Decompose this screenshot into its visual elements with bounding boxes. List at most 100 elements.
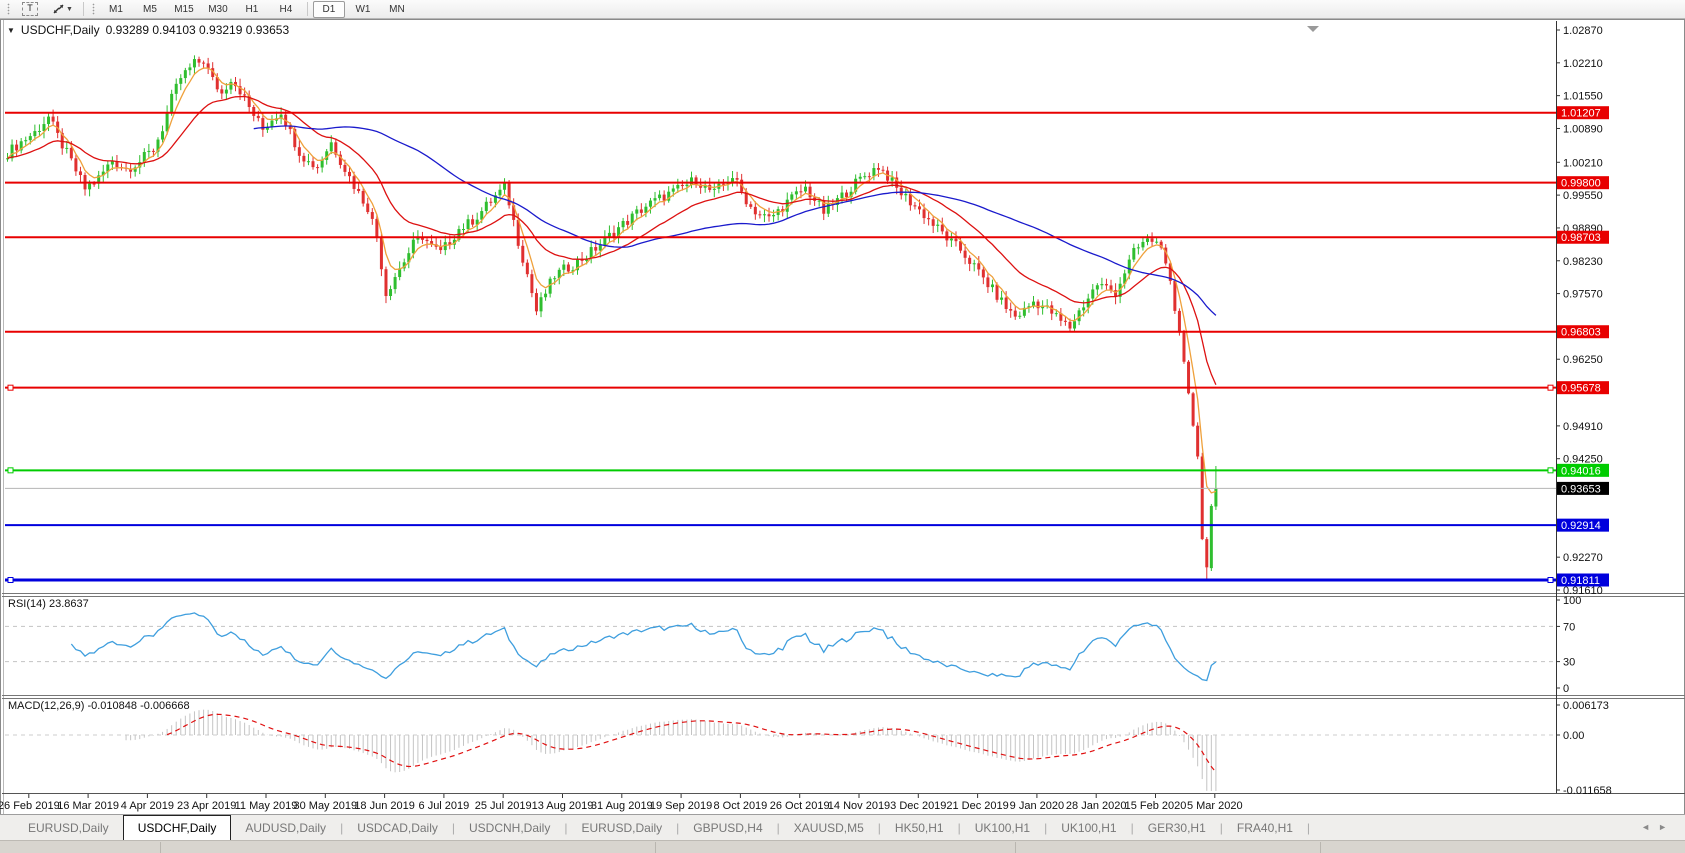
- timeframe-button-w1[interactable]: W1: [355, 3, 371, 15]
- line-handle[interactable]: [7, 467, 14, 474]
- rsi-tick-label: 70: [1563, 621, 1575, 633]
- price-line-label: [1557, 106, 1609, 120]
- symbol-period-label: USDCHF,Daily: [20, 23, 100, 37]
- timeframe-button-d1[interactable]: D1: [312, 0, 345, 18]
- chart-window[interactable]: ▼ USDCHF,Daily 0.93289 0.94103 0.93219 0…: [0, 19, 1685, 814]
- date-tick-label: 26 Feb 2019: [0, 800, 60, 812]
- toolbar-separator: [82, 2, 84, 16]
- chart-tab-usdcad-daily[interactable]: USDCAD,Daily: [357, 821, 438, 835]
- timeframe-button-m15[interactable]: M15: [174, 3, 194, 15]
- chart-tabbar: EURUSD,Daily USDCHF,Daily AUDUSD,Daily | USD…: [0, 814, 1685, 840]
- chart-tab-gbpusd-h4[interactable]: GBPUSD,H4: [693, 821, 763, 835]
- price-tick-label: 0.94910: [1563, 421, 1603, 433]
- tab-scroll-arrows: ◄►: [1641, 822, 1675, 832]
- chart-shift-marker-icon[interactable]: [1307, 26, 1319, 32]
- chart-tab-hk50-h1[interactable]: HK50,H1: [894, 821, 944, 835]
- tab-separator: |: [451, 821, 455, 835]
- timeframe-button-m1[interactable]: M1: [108, 3, 123, 15]
- price-tick-label: 1.00890: [1563, 123, 1603, 135]
- chart-tab-ger30-h1[interactable]: GER30,H1: [1147, 821, 1206, 835]
- svg-text:0.95678: 0.95678: [1561, 383, 1601, 395]
- price-line-label: [1557, 176, 1609, 190]
- horizontal-lines-layer: [5, 111, 1556, 584]
- macd-signal-line: [166, 713, 1217, 773]
- timeframe-button-h4[interactable]: H4: [279, 3, 293, 15]
- price-tick-label: 1.02210: [1563, 58, 1603, 70]
- tab-separator: |: [1130, 821, 1134, 835]
- price-line-label: [1557, 325, 1609, 339]
- tab-separator: |: [877, 821, 881, 835]
- price-tick-label: 0.92270: [1563, 552, 1603, 564]
- rsi-tick-label: 100: [1563, 595, 1581, 607]
- line-handle[interactable]: [1547, 577, 1554, 584]
- date-tick-label: 3 Dec 2019: [890, 800, 946, 812]
- ma-line-ema21[interactable]: [7, 95, 1217, 385]
- text-label-tool-button[interactable]: T: [15, 1, 45, 18]
- date-tick-label: 18 Jun 2019: [354, 800, 415, 812]
- timeframe-button-h1[interactable]: H1: [245, 3, 259, 15]
- rsi-tick-label: 0: [1563, 683, 1569, 695]
- price-tick-label: 0.96250: [1563, 354, 1603, 366]
- line-handle[interactable]: [1547, 467, 1554, 474]
- chart-canvas[interactable]: 1.02870 1.02210 1.01550 1.00890 1.00210 0.995…: [0, 19, 1685, 814]
- macd-tick-label: 0.006173: [1563, 700, 1609, 712]
- price-axis[interactable]: 1.02870 1.02210 1.01550 1.00890 1.00210 0.995…: [1556, 21, 1612, 797]
- macd-indicator-label: MACD(12,26,9) -0.010848 -0.006668: [8, 700, 190, 712]
- macd-panel[interactable]: [5, 709, 1556, 791]
- status-bar: [0, 840, 1685, 853]
- date-tick-label: 15 Feb 2020: [1125, 800, 1187, 812]
- rsi-tick-label: 30: [1563, 657, 1575, 669]
- chart-tab-usdchf-daily[interactable]: USDCHF,Daily: [122, 815, 232, 840]
- timeframe-button-m5[interactable]: M5: [142, 3, 157, 15]
- price-line-label: [1557, 463, 1609, 477]
- chart-tab-audusd-daily[interactable]: AUDUSD,Daily: [245, 821, 327, 835]
- tab-separator: |: [1044, 821, 1048, 835]
- ma-line-ema5[interactable]: [7, 67, 1217, 494]
- svg-text:0.96803: 0.96803: [1561, 327, 1601, 339]
- price-tick-label: 0.94250: [1563, 454, 1603, 466]
- price-line-label: [1557, 481, 1609, 495]
- collapse-triangle-icon[interactable]: ▼: [7, 25, 15, 35]
- svg-text:0.91811: 0.91811: [1561, 575, 1600, 587]
- tabs-scroll-right-icon[interactable]: ►: [1658, 822, 1675, 832]
- rsi-line: [70, 612, 1217, 682]
- date-tick-label: 31 Aug 2019: [591, 800, 653, 812]
- price-line-label: [1557, 573, 1609, 587]
- line-handle[interactable]: [7, 577, 14, 584]
- line-handle[interactable]: [7, 384, 14, 391]
- toolbar-separator: [306, 2, 308, 16]
- chevron-down-icon: ▼: [66, 5, 73, 13]
- chart-tab-fra40-h1[interactable]: FRA40,H1: [1236, 821, 1293, 835]
- date-tick-label: 5 Mar 2020: [1187, 800, 1243, 812]
- price-tick-label: 0.97570: [1563, 289, 1603, 301]
- svg-text:0.94016: 0.94016: [1561, 465, 1601, 477]
- tab-separator: |: [1219, 821, 1223, 835]
- chart-tab-eurusd-daily[interactable]: EURUSD,Daily: [581, 821, 663, 835]
- macd-tick-label: -0.011658: [1563, 785, 1612, 797]
- tabs-scroll-left-icon[interactable]: ◄: [1641, 822, 1659, 832]
- line-handle[interactable]: [1547, 384, 1554, 391]
- toolbar-drag-handle[interactable]: [91, 3, 95, 15]
- price-tick-label: 0.91610: [1563, 585, 1603, 597]
- svg-text:0.92914: 0.92914: [1561, 520, 1601, 532]
- pointer-tool-button[interactable]: ▼: [47, 1, 78, 18]
- chart-tab-uk100-h1[interactable]: UK100,H1: [1061, 821, 1117, 835]
- date-tick-label: 23 Apr 2019: [177, 800, 236, 812]
- tab-separator: |: [1306, 821, 1311, 835]
- timeframe-button-m30[interactable]: M30: [208, 3, 228, 15]
- date-tick-label: 30 May 2019: [293, 800, 357, 812]
- price-tick-label: 1.02870: [1563, 25, 1603, 37]
- timeframe-button-mn[interactable]: MN: [389, 3, 405, 15]
- date-tick-label: 21 Dec 2019: [946, 800, 1008, 812]
- rsi-panel[interactable]: [5, 612, 1556, 682]
- macd-tick-label: 0.00: [1563, 730, 1584, 742]
- chart-tab-xauusd-m5[interactable]: XAUUSD,M5: [793, 821, 864, 835]
- toolbar-drag-handle[interactable]: [7, 3, 10, 15]
- chart-tab-eurusd-daily[interactable]: EURUSD,Daily: [28, 821, 109, 835]
- chart-tab-usdcnh-daily[interactable]: USDCNH,Daily: [469, 821, 551, 835]
- date-tick-label: 25 Jul 2019: [475, 800, 532, 812]
- chart-tab-uk100-h1[interactable]: UK100,H1: [974, 821, 1031, 835]
- tab-separator: |: [957, 821, 961, 835]
- date-tick-label: 8 Oct 2019: [713, 800, 767, 812]
